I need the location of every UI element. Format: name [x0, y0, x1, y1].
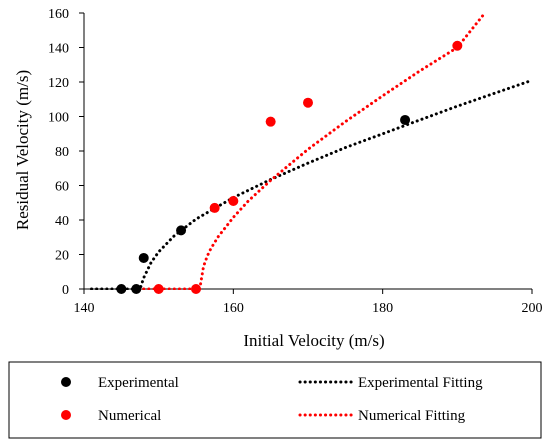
- y-tick-label: 60: [55, 180, 69, 195]
- data-point: [131, 284, 142, 294]
- legend-marker: [61, 410, 71, 420]
- y-tick-label: 120: [48, 76, 69, 91]
- y-tick-label: 100: [48, 111, 69, 126]
- data-point: [303, 97, 313, 108]
- legend-label: Numerical: [98, 408, 161, 424]
- y-tick-label: 20: [55, 249, 69, 264]
- series-line-3: [142, 13, 485, 290]
- legend-marker: [61, 377, 71, 387]
- x-tick-label: 200: [522, 301, 543, 316]
- x-axis-title: Initial Velocity (m/s): [243, 331, 384, 350]
- legend-label: Numerical Fitting: [358, 408, 466, 424]
- data-point: [452, 40, 463, 51]
- data-point: [153, 284, 164, 294]
- legend-box: [8, 361, 542, 439]
- data-point: [228, 196, 239, 207]
- data-point: [191, 284, 201, 294]
- data-point: [265, 116, 276, 127]
- y-tick-label: 0: [62, 283, 69, 298]
- y-ticks: 0 20 40 60 80 100 120 140 160: [48, 7, 84, 298]
- data-point: [400, 114, 411, 125]
- legend: Experimental Experimental Fitting Numerica…: [61, 375, 483, 424]
- y-tick-label: 40: [55, 214, 69, 229]
- axes: [83, 13, 532, 290]
- legend-label: Experimental Fitting: [358, 375, 483, 391]
- x-ticks: 140 160 180 200: [74, 289, 543, 316]
- y-tick-label: 160: [48, 7, 69, 22]
- data-point: [209, 202, 220, 213]
- legend-label: Experimental: [98, 375, 179, 391]
- data-point: [116, 284, 127, 294]
- x-tick-label: 140: [74, 301, 95, 316]
- y-tick-label: 80: [55, 145, 69, 160]
- x-tick-label: 160: [223, 301, 244, 316]
- y-tick-label: 140: [48, 42, 69, 57]
- plot-area: [90, 13, 534, 294]
- x-tick-label: 180: [372, 301, 393, 316]
- series-line-2: [90, 78, 534, 290]
- y-axis-title: Residual Velocity (m/s): [13, 70, 32, 230]
- data-point: [176, 225, 187, 236]
- data-point: [138, 252, 149, 263]
